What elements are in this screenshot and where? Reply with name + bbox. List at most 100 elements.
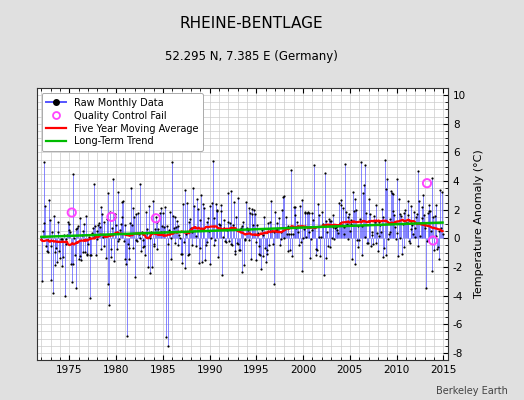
Point (117, 214, 126, 220)
Point (408, 222, 417, 228)
Point (386, 216, 395, 222)
Point (433, 246, 441, 252)
Point (82, 250, 91, 257)
Point (390, 212, 398, 218)
Point (244, 227, 252, 234)
Point (344, 214, 353, 220)
Point (166, 209, 174, 216)
Point (228, 242, 236, 248)
Point (357, 252, 366, 258)
Point (391, 236, 400, 242)
Point (431, 202, 440, 208)
Point (405, 238, 413, 244)
Point (51, 261, 60, 268)
Point (276, 242, 284, 248)
Point (58, 263, 66, 270)
Point (112, 222, 121, 228)
Point (49, 290, 57, 296)
Point (385, 228, 394, 235)
Point (396, 235, 404, 242)
Point (47, 242, 56, 249)
Point (314, 234, 323, 241)
Point (176, 235, 184, 242)
Point (87, 252, 95, 258)
Point (74, 223, 82, 230)
Point (271, 227, 280, 234)
Point (359, 182, 368, 189)
Point (329, 224, 337, 230)
Point (425, 208, 433, 214)
Point (165, 227, 173, 234)
Point (411, 234, 420, 240)
Point (436, 186, 444, 193)
Point (250, 206, 258, 213)
Point (106, 246, 115, 252)
Point (48, 229, 57, 235)
Point (45, 196, 53, 203)
Point (69, 170, 78, 177)
Point (247, 256, 255, 262)
Point (66, 229, 74, 235)
Point (83, 252, 92, 258)
Point (72, 285, 81, 292)
Point (278, 207, 286, 214)
Point (205, 228, 213, 235)
Point (61, 292, 69, 299)
Point (88, 230, 96, 236)
Point (171, 214, 180, 220)
Point (129, 205, 137, 212)
Point (159, 210, 167, 216)
Point (273, 220, 281, 226)
Point (127, 185, 135, 192)
Point (347, 217, 356, 224)
Point (314, 201, 322, 208)
Point (244, 237, 253, 244)
Point (257, 266, 265, 272)
Point (268, 228, 276, 234)
Point (52, 244, 60, 251)
Point (311, 224, 319, 230)
Point (80, 220, 89, 227)
Point (199, 226, 207, 232)
Point (391, 224, 399, 230)
Point (207, 234, 215, 241)
Point (194, 206, 202, 212)
Point (304, 229, 313, 235)
Point (223, 219, 232, 225)
Point (167, 234, 176, 241)
Point (393, 230, 401, 237)
Point (366, 211, 374, 218)
Point (116, 227, 124, 234)
Point (247, 211, 256, 218)
Point (361, 234, 369, 240)
Point (149, 197, 157, 204)
Text: Berkeley Earth: Berkeley Earth (436, 386, 508, 396)
Point (380, 245, 388, 252)
Point (261, 259, 270, 265)
Point (179, 201, 188, 207)
Point (37, 235, 46, 242)
Point (236, 247, 244, 253)
Point (77, 256, 85, 263)
Point (413, 211, 421, 217)
Point (294, 223, 303, 230)
Point (338, 222, 346, 228)
Point (404, 212, 412, 218)
Point (215, 220, 223, 227)
Point (439, 231, 447, 237)
Point (187, 225, 195, 231)
Point (376, 222, 385, 228)
Point (229, 222, 237, 229)
Point (299, 235, 307, 242)
Point (292, 225, 300, 231)
Point (421, 222, 430, 228)
Point (216, 207, 225, 214)
Point (373, 230, 381, 237)
Point (226, 241, 235, 248)
Point (231, 251, 239, 258)
Point (140, 243, 148, 250)
Point (57, 236, 65, 243)
Point (417, 204, 425, 210)
Point (86, 295, 95, 302)
Point (107, 253, 116, 260)
